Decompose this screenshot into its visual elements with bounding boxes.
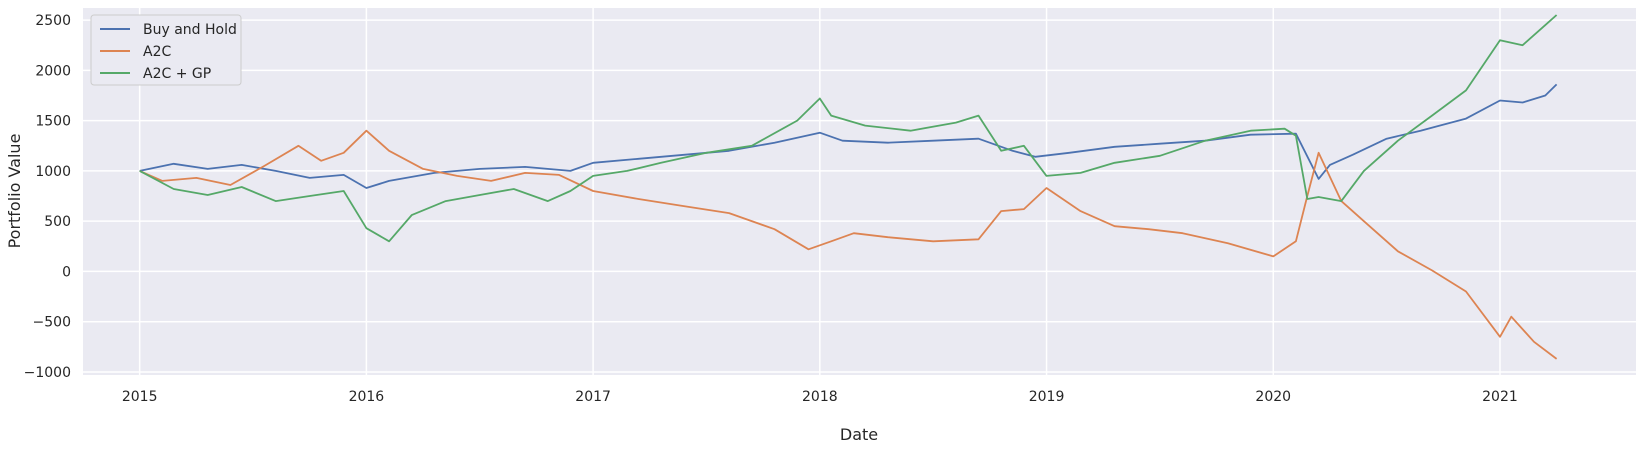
legend-label-a2c-gp: A2C + GP [143, 66, 211, 82]
y-tick-label: 2500 [35, 13, 71, 29]
tick-layer: 2015 2016 2017 2018 2019 2020 2021 −1000 −500 0 50… [24, 13, 1518, 405]
x-tick-label: 2020 [1255, 389, 1291, 405]
x-axis-label: Date [840, 425, 878, 444]
y-tick-label: 1000 [35, 164, 71, 180]
x-tick-label: 2015 [122, 389, 158, 405]
legend: Buy and Hold A2C A2C + GP [90, 14, 242, 86]
y-axis-label: Portfolio Value [5, 134, 24, 249]
grid-layer [83, 8, 1636, 375]
series-layer [139, 14, 1558, 360]
legend-label-a2c: A2C [143, 44, 171, 60]
series-line-buy-and-hold [139, 83, 1558, 189]
legend-label-buy-and-hold: Buy and Hold [143, 22, 237, 38]
y-tick-label: 2000 [35, 63, 71, 79]
series-line-a2c [139, 129, 1558, 360]
x-tick-label: 2021 [1482, 389, 1518, 405]
y-tick-label: 1500 [35, 114, 71, 130]
y-tick-label: 0 [62, 264, 71, 280]
x-tick-label: 2019 [1029, 389, 1065, 405]
x-tick-label: 2016 [349, 389, 385, 405]
x-tick-label: 2017 [575, 389, 611, 405]
y-tick-label: −500 [33, 315, 71, 331]
y-tick-label: −1000 [24, 365, 71, 381]
series-line-a2c-gp [139, 14, 1558, 243]
legend-box [90, 14, 242, 86]
y-tick-label: 500 [44, 214, 71, 230]
plot-background [83, 8, 1636, 375]
x-tick-label: 2018 [802, 389, 838, 405]
